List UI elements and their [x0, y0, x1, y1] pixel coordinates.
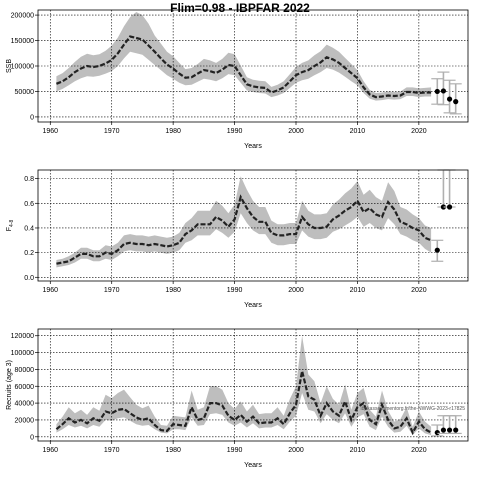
x-tick-label: 1970 — [104, 287, 120, 294]
x-tick-label: 1980 — [165, 128, 181, 135]
x-tick-label: 2010 — [350, 287, 366, 294]
x-tick-label: 1980 — [165, 447, 181, 454]
x-tick-label: 1960 — [42, 287, 58, 294]
projection-point — [440, 427, 447, 433]
y-tick-label: 0.2 — [24, 250, 34, 257]
projection-point — [453, 427, 459, 433]
x-tick-label: 2020 — [411, 287, 427, 294]
x-axis-label: Years — [244, 143, 262, 150]
x-tick-label: 1960 — [42, 128, 58, 135]
confidence-band — [56, 12, 432, 101]
x-tick-label: 2020 — [411, 447, 427, 454]
y-tick-label: 200000 — [11, 13, 34, 20]
confidence-band — [56, 335, 432, 436]
figure-title: Flim=0.98 - IBPFAR 2022 — [170, 1, 310, 15]
x-tick-label: 1970 — [104, 447, 120, 454]
x-tick-label: 2000 — [288, 128, 304, 135]
x-tick-label: 2010 — [350, 128, 366, 135]
x-axis-label: Years — [244, 462, 262, 469]
x-axis-label: Years — [244, 302, 262, 309]
series-median-line — [55, 35, 432, 99]
chart-annotation: ibpkassessmentorg.fr/the-NWWG-2023-r1782… — [361, 406, 466, 412]
y-tick-label: 120000 — [11, 333, 34, 340]
y-tick-label: 50000 — [15, 89, 35, 96]
panel-recruits: 1960 1970 1980 1990 2000 2010 2020 0 20000 40000 6… — [6, 328, 469, 469]
x-tick-label: 1980 — [165, 287, 181, 294]
x-tick-label: 1960 — [42, 447, 58, 454]
y-tick-label: 100000 — [11, 350, 34, 357]
y-tick-label: 0.8 — [24, 176, 34, 183]
y-tick-label: 100000 — [11, 64, 34, 71]
panel-f: 1960 1970 1980 1990 2000 2010 2020 0.0 0.2 0.4 0.6… — [6, 169, 469, 309]
projection-point — [434, 247, 440, 253]
y-tick-label: 60000 — [15, 384, 35, 391]
series-median-line — [56, 194, 432, 265]
projection-point — [440, 88, 447, 94]
plot-frame — [37, 328, 469, 442]
y-axis-label-subscript: 4-8 — [9, 220, 15, 227]
y-axis-label: Recruits (age 3) — [6, 360, 13, 410]
x-tick-label: 1990 — [227, 287, 243, 294]
projection-point — [440, 204, 447, 210]
y-axis-label: F4-8 — [6, 220, 15, 232]
projection-point — [446, 427, 453, 433]
y-tick-label: 0.6 — [24, 201, 34, 208]
projection-point — [446, 96, 453, 102]
x-tick-label: 1970 — [104, 128, 120, 135]
projection-point — [434, 88, 440, 95]
x-tick-label: 2000 — [288, 287, 304, 294]
y-tick-label: 20000 — [15, 417, 35, 424]
plot-frame — [37, 169, 469, 282]
projection-point — [453, 99, 459, 105]
y-tick-label: 0.4 — [24, 225, 34, 232]
series-median-line — [55, 370, 432, 436]
x-tick-label: 1990 — [227, 447, 243, 454]
y-axis-label: SSB — [6, 59, 13, 73]
x-tick-label: 2010 — [350, 447, 366, 454]
y-tick-label: 0.0 — [24, 275, 34, 282]
y-tick-label: 0 — [30, 434, 34, 441]
panel-ssb: 1960 1970 1980 1990 2000 2010 2020 0 50000 100000… — [6, 9, 469, 150]
y-tick-label: 80000 — [15, 367, 35, 374]
y-tick-label: 150000 — [11, 38, 34, 45]
y-tick-label: 40000 — [15, 401, 35, 408]
y-tick-label: 0 — [30, 114, 34, 121]
x-tick-label: 2000 — [288, 447, 304, 454]
projection-point — [446, 204, 453, 210]
projection-point — [434, 429, 440, 436]
x-tick-label: 1990 — [227, 128, 243, 135]
x-tick-label: 2020 — [411, 128, 427, 135]
